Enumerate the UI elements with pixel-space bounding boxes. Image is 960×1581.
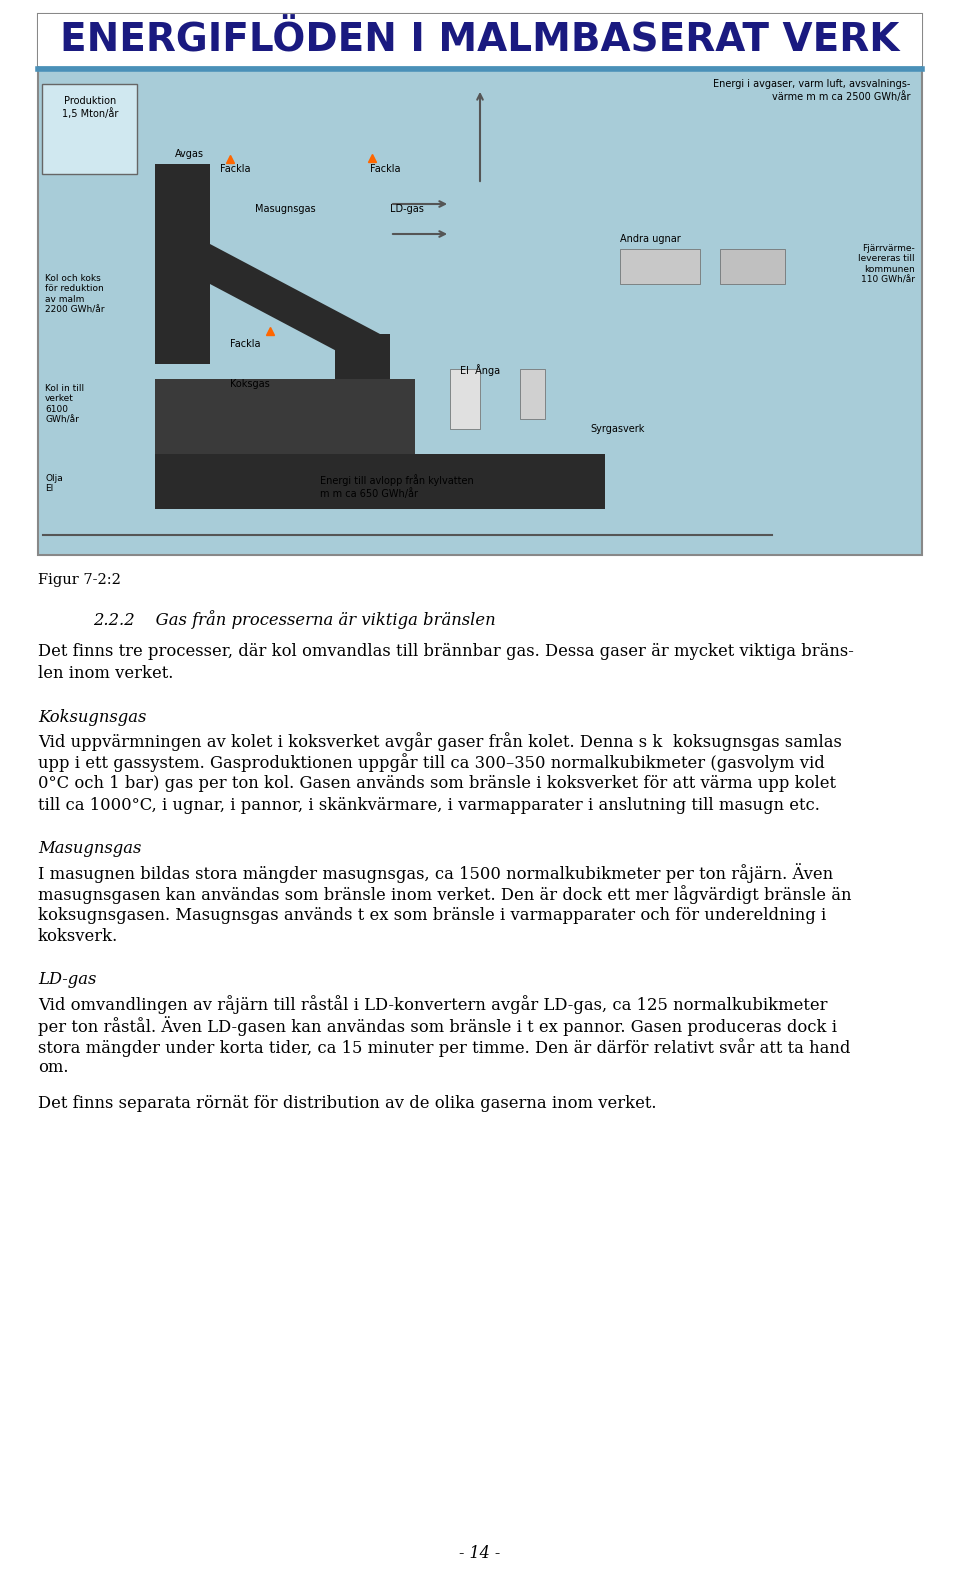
Text: Energi i avgaser, varm luft, avsvalnings-
värme m m ca 2500 GWh/år: Energi i avgaser, varm luft, avsvalnings… xyxy=(712,79,910,101)
Bar xyxy=(42,84,137,174)
Text: upp i ett gassystem. Gasproduktionen uppgår till ca 300–350 normalkubikmeter (ga: upp i ett gassystem. Gasproduktionen upp… xyxy=(38,754,825,773)
Bar xyxy=(520,368,545,419)
Text: ENERGIFLÖDEN I MALMBASERAT VERK: ENERGIFLÖDEN I MALMBASERAT VERK xyxy=(60,21,900,58)
Text: Fackla: Fackla xyxy=(220,164,251,174)
Text: Kol in till
verket
6100
GWh/år: Kol in till verket 6100 GWh/år xyxy=(45,384,84,424)
Text: Det finns separata rörnät för distribution av de olika gaserna inom verket.: Det finns separata rörnät för distributi… xyxy=(38,1096,657,1111)
Text: Fackla: Fackla xyxy=(370,164,400,174)
Bar xyxy=(155,164,210,364)
Text: Fackla: Fackla xyxy=(230,338,260,349)
Text: koksugnsgasen. Masugnsgas används t ex som bränsle i varmapparater och för under: koksugnsgasen. Masugnsgas används t ex s… xyxy=(38,906,827,923)
Text: koksverk.: koksverk. xyxy=(38,928,118,945)
Text: Fjärrvärme-
levereras till
kommunen
110 GWh/år: Fjärrvärme- levereras till kommunen 110 … xyxy=(858,243,915,285)
Text: stora mängder under korta tider, ca 15 minuter per timme. Den är därför relativt: stora mängder under korta tider, ca 15 m… xyxy=(38,1039,851,1058)
Text: Koksugnsgas: Koksugnsgas xyxy=(38,708,146,726)
Text: LD-gas: LD-gas xyxy=(390,204,424,213)
Text: Andra ugnar: Andra ugnar xyxy=(620,234,681,243)
Text: Vid uppvärmningen av kolet i koksverket avgår gaser från kolet. Denna s k  koksu: Vid uppvärmningen av kolet i koksverket … xyxy=(38,732,842,751)
Text: len inom verket.: len inom verket. xyxy=(38,666,174,681)
Bar xyxy=(335,334,390,463)
Bar xyxy=(155,454,605,509)
Text: Avgas: Avgas xyxy=(175,149,204,160)
Text: Olja
El: Olja El xyxy=(45,474,62,493)
Text: Produktion: Produktion xyxy=(64,96,116,106)
Text: till ca 1000°C, i ugnar, i pannor, i skänkvärmare, i varmapparater i anslutning : till ca 1000°C, i ugnar, i pannor, i skä… xyxy=(38,797,820,814)
Text: LD-gas: LD-gas xyxy=(38,971,96,988)
Text: Masugnsgas: Masugnsgas xyxy=(255,204,316,213)
Text: Koksgas: Koksgas xyxy=(230,379,270,389)
Text: masugnsgasen kan användas som bränsle inom verket. Den är dock ett mer lågvärdig: masugnsgasen kan användas som bränsle in… xyxy=(38,885,852,904)
Text: Syrgasverk: Syrgasverk xyxy=(590,424,644,435)
Text: Energi till avlopp från kylvatten
m m ca 650 GWh/år: Energi till avlopp från kylvatten m m ca… xyxy=(320,474,473,498)
Text: - 14 -: - 14 - xyxy=(460,1545,500,1562)
Text: per ton råstål. Även LD-gasen kan användas som bränsle i t ex pannor. Gasen prod: per ton råstål. Även LD-gasen kan använd… xyxy=(38,1017,837,1037)
Bar xyxy=(720,248,785,285)
Text: 2.2.2    Gas från processerna är viktiga bränslen: 2.2.2 Gas från processerna är viktiga br… xyxy=(93,610,495,629)
Polygon shape xyxy=(210,243,380,375)
Text: Masugnsgas: Masugnsgas xyxy=(38,840,141,857)
Text: Det finns tre processer, där kol omvandlas till brännbar gas. Dessa gaser är myc: Det finns tre processer, där kol omvandl… xyxy=(38,643,853,661)
Text: 1,5 Mton/år: 1,5 Mton/år xyxy=(61,108,118,119)
Bar xyxy=(38,14,922,66)
Text: Vid omvandlingen av råjärn till råstål i LD-konvertern avgår LD-gas, ca 125 norm: Vid omvandlingen av råjärn till råstål i… xyxy=(38,994,828,1013)
Bar xyxy=(450,368,480,428)
Text: om.: om. xyxy=(38,1059,68,1077)
Text: 0°C och 1 bar) gas per ton kol. Gasen används som bränsle i koksverket för att v: 0°C och 1 bar) gas per ton kol. Gasen an… xyxy=(38,775,836,792)
Bar xyxy=(620,248,700,285)
Text: Kol och koks
för reduktion
av malm
2200 GWh/år: Kol och koks för reduktion av malm 2200 … xyxy=(45,274,105,315)
Text: El  Ånga: El Ånga xyxy=(460,364,500,376)
Bar xyxy=(155,379,415,500)
Text: Figur 7-2:2: Figur 7-2:2 xyxy=(38,572,121,587)
Bar xyxy=(38,14,922,555)
Text: I masugnen bildas stora mängder masugnsgas, ca 1500 normalkubikmeter per ton råj: I masugnen bildas stora mängder masugnsg… xyxy=(38,863,833,884)
